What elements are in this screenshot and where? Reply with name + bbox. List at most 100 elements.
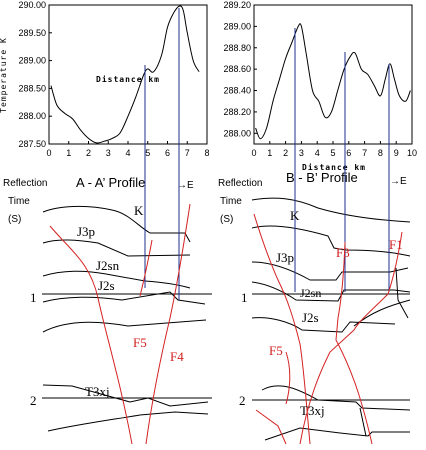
right-x-tick-label: 6 (346, 148, 351, 158)
left-x-tick-label: 2 (86, 148, 91, 158)
right-y-tick-label: 288.00 (223, 128, 251, 138)
right-direction-arrow: →E (390, 176, 407, 187)
right-x-tick-label: 4 (315, 148, 320, 158)
left-fault-label-f4: F4 (170, 349, 184, 364)
right-y-tick-label: 289.20 (223, 0, 251, 10)
left-horizon-j2sn (42, 239, 191, 257)
left-layer-k: K (134, 203, 144, 218)
left-fault-f5 (49, 225, 133, 445)
right-time-label: Time (220, 196, 242, 207)
left-layer-j2sn: J2sn (96, 258, 120, 273)
right-chart-y-ticks: 288.00 288.20 288.40 288.60 288.80 289.00 289.… (223, 0, 257, 138)
left-layer-j3p: J3p (77, 224, 95, 239)
right-layer-j3p: J3p (276, 250, 294, 265)
left-y-tick-label: 289.50 (18, 28, 46, 38)
right-time-tick-1: 1 (241, 290, 248, 305)
left-temperature-chart: 287.50 288.00 288.50 289.00 289.50 290.00 0 1 2… (0, 0, 210, 158)
left-x-tick-label: 1 (66, 148, 71, 158)
right-y-tick-label: 288.40 (223, 86, 251, 96)
right-horizon-k (251, 197, 411, 223)
left-seismic-profile: Reflection A - A’ Profile →E Time (S) 1 … (3, 8, 212, 445)
left-horizon-j2s-base (42, 291, 206, 305)
right-layer-j2sn: J2sn (300, 286, 321, 300)
right-chart-x-label: Distance km (302, 162, 366, 172)
right-fault-f1 (299, 231, 403, 445)
right-fault-label-f5: F5 (269, 343, 283, 358)
left-horizon-k (42, 205, 191, 243)
right-reflection-label: Reflection (218, 178, 262, 189)
right-horizon-deep (264, 427, 410, 441)
left-temperature-series-line (50, 5, 200, 144)
right-horizon-j2sn-base (251, 281, 411, 302)
right-chart-frame (253, 4, 413, 145)
left-horizon-deep (47, 411, 209, 432)
left-fault-label-f5: F5 (133, 335, 147, 350)
left-layer-t3xj: T3xj (85, 384, 110, 399)
right-horizon-t3xj (261, 385, 411, 411)
right-chart-x-ticks: 0 1 2 3 4 5 6 7 8 9 10 (251, 141, 417, 158)
right-seismic-profile: Reflection B - B’ Profile →E Time (S) 1 … (218, 28, 411, 445)
left-horizon-mid (42, 319, 207, 333)
left-y-tick-label: 289.00 (18, 56, 46, 66)
left-x-tick-label: 3 (106, 148, 111, 158)
right-x-tick-label: 8 (378, 148, 383, 158)
left-time-tick-1: 1 (30, 290, 37, 305)
left-fault-f4 (145, 203, 191, 445)
left-y-tick-label: 290.00 (18, 0, 46, 10)
right-fault-f5 (253, 213, 311, 445)
right-fault-label-f1: F1 (389, 237, 403, 252)
left-x-tick-label: 6 (165, 148, 170, 158)
left-horizon-t3xj (42, 384, 209, 407)
left-x-tick-label: 4 (125, 148, 130, 158)
left-horizon-j2s-top (42, 270, 191, 289)
right-layer-t3xj: T3xj (300, 403, 325, 418)
left-chart-y-ticks: 287.50 288.00 288.50 289.00 289.50 290.00 (18, 0, 52, 149)
right-y-tick-label: 288.60 (223, 64, 251, 74)
right-horizon-j2sn-top (251, 261, 409, 281)
right-profile-title: B - B’ Profile (286, 170, 358, 185)
left-chart-y-label: Temperature K (0, 37, 8, 113)
right-temperature-chart: 288.00 288.20 288.40 288.60 288.80 289.00 289.… (223, 0, 417, 172)
right-horizon-mid (353, 299, 411, 327)
left-time-label: Time (8, 196, 30, 207)
left-fault-f5-branch (139, 239, 153, 297)
left-time-tick-2: 2 (30, 393, 37, 408)
right-horizon-j2s-base (251, 317, 396, 333)
right-x-tick-label: 9 (394, 148, 399, 158)
left-reflection-label: Reflection (3, 178, 47, 189)
right-layer-j2s: J2s (302, 310, 319, 325)
right-y-tick-label: 289.00 (223, 21, 251, 31)
right-x-tick-label: 2 (283, 148, 288, 158)
right-fault-minor-2 (285, 351, 291, 405)
left-x-tick-label: 7 (185, 148, 190, 158)
right-horizon-j3p-top (251, 225, 411, 257)
right-x-tick-label: 5 (330, 148, 335, 158)
right-y-tick-label: 288.80 (223, 43, 251, 53)
left-y-tick-label: 287.50 (18, 139, 46, 149)
left-chart-x-ticks: 0 1 2 3 4 5 6 7 8 (46, 141, 210, 158)
right-layer-k: K (290, 208, 300, 223)
right-x-tick-label: 7 (362, 148, 367, 158)
left-chart-x-label: Distance km (96, 74, 160, 84)
left-y-tick-label: 288.00 (18, 111, 46, 121)
right-x-tick-label: 1 (267, 148, 272, 158)
left-x-tick-label: 5 (145, 148, 150, 158)
left-layer-j2s: J2s (98, 278, 115, 293)
right-fault-f3 (335, 241, 373, 445)
right-fault-minor (255, 409, 287, 445)
right-horizon-lower-step (359, 407, 367, 437)
right-temperature-series-line (255, 23, 411, 140)
right-y-tick-label: 288.20 (223, 107, 251, 117)
right-time-unit: (S) (220, 214, 233, 225)
left-profile-title: A - A’ Profile (76, 175, 145, 190)
right-time-tick-2: 2 (239, 393, 246, 408)
right-x-tick-label: 0 (251, 148, 256, 158)
left-y-tick-label: 288.50 (18, 83, 46, 93)
right-fault-label-f3: F3 (336, 245, 350, 260)
left-direction-arrow: →E (177, 180, 194, 191)
left-x-tick-label: 0 (46, 148, 51, 158)
left-time-unit: (S) (8, 214, 21, 225)
right-horizon-side-block (395, 267, 409, 319)
right-x-tick-label: 3 (299, 148, 304, 158)
